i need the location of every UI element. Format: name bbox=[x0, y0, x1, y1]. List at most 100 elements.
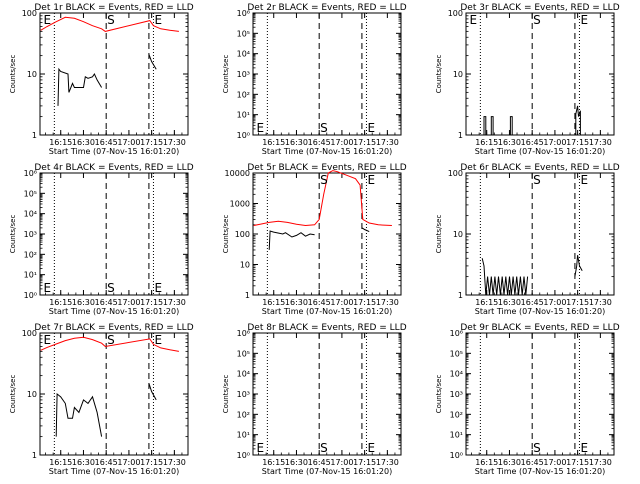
y-tick-label: 10⁵ bbox=[237, 349, 250, 358]
x-tick-label: 17:00 bbox=[543, 138, 566, 147]
x-axis-label: Start Time (07-Nov-15 16:01:20) bbox=[475, 147, 605, 156]
y-tick-label: 10⁶ bbox=[237, 9, 250, 18]
marker-e: E bbox=[580, 441, 588, 455]
x-tick-label: 16:45 bbox=[308, 298, 331, 307]
marker-s: S bbox=[107, 13, 115, 27]
x-tick-label: 17:15 bbox=[353, 458, 376, 467]
x-tick-label: 17:15 bbox=[566, 298, 589, 307]
marker-s: S bbox=[533, 441, 541, 455]
x-tick-label: 17:15 bbox=[353, 298, 376, 307]
y-tick-label: 10³ bbox=[450, 390, 463, 399]
x-tick-label: 17:00 bbox=[543, 458, 566, 467]
y-tick-label: 10⁵ bbox=[24, 189, 37, 198]
panel-title: Det 7r BLACK = Events, RED = LLD bbox=[34, 323, 193, 333]
y-tick-label: 10² bbox=[237, 410, 250, 419]
events-series bbox=[575, 105, 581, 135]
events-series bbox=[509, 116, 513, 135]
plot-frame bbox=[465, 12, 615, 136]
marker-e: E bbox=[44, 281, 52, 295]
x-tick-label: 16:45 bbox=[95, 458, 118, 467]
detector-panel-3: Det 3r BLACK = Events, RED = LLD 1 10 100 16… bbox=[435, 3, 620, 156]
x-tick-label: 17:15 bbox=[566, 138, 589, 147]
panel-title: Det 4r BLACK = Events, RED = LLD bbox=[34, 163, 193, 173]
y-tick-label: 100 bbox=[448, 169, 463, 178]
x-tick-label: 16:30 bbox=[498, 458, 521, 467]
x-tick-label: 17:30 bbox=[163, 298, 186, 307]
y-tick-label: 10⁴ bbox=[237, 50, 250, 59]
y-tick-label: 10⁰ bbox=[237, 131, 250, 140]
y-axis-label: Counts/sec bbox=[222, 215, 230, 254]
y-tick-label: 10² bbox=[237, 90, 250, 99]
x-tick-label: 16:15 bbox=[475, 138, 498, 147]
x-tick-label: 16:30 bbox=[285, 458, 308, 467]
y-axis-label: Counts/sec bbox=[435, 215, 443, 254]
x-tick-label: 16:30 bbox=[498, 298, 521, 307]
marker-e: E bbox=[154, 13, 162, 27]
y-tick-label: 10⁵ bbox=[237, 29, 250, 38]
y-axis-label: Counts/sec bbox=[435, 55, 443, 94]
x-tick-label: 16:30 bbox=[285, 298, 308, 307]
y-tick-label: 100 bbox=[22, 9, 37, 18]
marker-e: E bbox=[470, 13, 478, 27]
x-tick-label: 16:45 bbox=[521, 458, 544, 467]
y-tick-label: 1 bbox=[458, 131, 463, 140]
events-series bbox=[574, 255, 583, 277]
x-axis-label: Start Time (07-Nov-15 16:01:20) bbox=[49, 307, 179, 316]
plot-frame bbox=[252, 172, 402, 296]
marker-e: E bbox=[257, 121, 265, 135]
x-tick-label: 16:45 bbox=[95, 138, 118, 147]
marker-s: S bbox=[533, 173, 541, 187]
x-tick-label: 17:15 bbox=[566, 458, 589, 467]
plot-frame bbox=[39, 332, 189, 456]
marker-e: E bbox=[367, 441, 375, 455]
panel-title: Det 5r BLACK = Events, RED = LLD bbox=[247, 163, 406, 173]
x-tick-label: 16:30 bbox=[498, 138, 521, 147]
y-axis-label: Counts/sec bbox=[435, 375, 443, 414]
lld-series bbox=[40, 16, 179, 32]
x-tick-label: 16:45 bbox=[521, 138, 544, 147]
detector-panel-9: Det 9r BLACK = Events, RED = LLD 10⁰ 10¹ 10… bbox=[435, 323, 620, 476]
marker-e: E bbox=[367, 121, 375, 135]
x-axis-label: Start Time (07-Nov-15 16:01:20) bbox=[262, 147, 392, 156]
detector-panel-4: Det 4r BLACK = Events, RED = LLD 10⁰ 10¹ 10… bbox=[9, 163, 194, 316]
x-tick-label: 17:00 bbox=[543, 298, 566, 307]
panel-title: Det 9r BLACK = Events, RED = LLD bbox=[460, 323, 619, 333]
x-tick-label: 17:00 bbox=[330, 458, 353, 467]
y-axis-label: Counts/sec bbox=[222, 55, 230, 94]
y-tick-label: 1 bbox=[458, 291, 463, 300]
y-tick-label: 10 bbox=[27, 390, 37, 399]
x-axis-label: Start Time (07-Nov-15 16:01:20) bbox=[262, 307, 392, 316]
y-tick-label: 10⁶ bbox=[24, 169, 37, 178]
plot-frame bbox=[465, 172, 615, 296]
marker-e: E bbox=[154, 333, 162, 347]
y-tick-label: 10 bbox=[453, 230, 463, 239]
x-tick-label: 17:30 bbox=[163, 458, 186, 467]
y-tick-label: 1 bbox=[32, 131, 37, 140]
y-tick-label: 10⁵ bbox=[450, 349, 463, 358]
x-tick-label: 16:15 bbox=[262, 298, 285, 307]
y-tick-label: 10 bbox=[240, 261, 250, 270]
y-tick-label: 10³ bbox=[237, 390, 250, 399]
marker-s: S bbox=[320, 441, 328, 455]
x-axis-label: Start Time (07-Nov-15 16:01:20) bbox=[475, 467, 605, 476]
x-tick-label: 16:30 bbox=[72, 138, 95, 147]
events-series bbox=[361, 227, 370, 233]
panel-title: Det 1r BLACK = Events, RED = LLD bbox=[34, 3, 193, 13]
x-tick-label: 17:30 bbox=[163, 138, 186, 147]
marker-e: E bbox=[257, 441, 265, 455]
events-series bbox=[148, 54, 157, 70]
x-axis-label: Start Time (07-Nov-15 16:01:20) bbox=[49, 467, 179, 476]
x-axis-label: Start Time (07-Nov-15 16:01:20) bbox=[262, 467, 392, 476]
x-tick-label: 17:00 bbox=[117, 458, 140, 467]
y-tick-label: 10⁴ bbox=[237, 370, 250, 379]
y-tick-label: 10000 bbox=[225, 169, 250, 178]
events-series bbox=[57, 67, 103, 106]
marker-s: S bbox=[320, 173, 328, 187]
y-tick-label: 10⁴ bbox=[24, 210, 37, 219]
y-tick-label: 10⁶ bbox=[450, 329, 463, 338]
x-tick-label: 16:15 bbox=[49, 298, 72, 307]
detector-panel-1: Det 1r BLACK = Events, RED = LLD 1 10 100 16… bbox=[9, 3, 194, 156]
x-tick-label: 16:15 bbox=[262, 138, 285, 147]
